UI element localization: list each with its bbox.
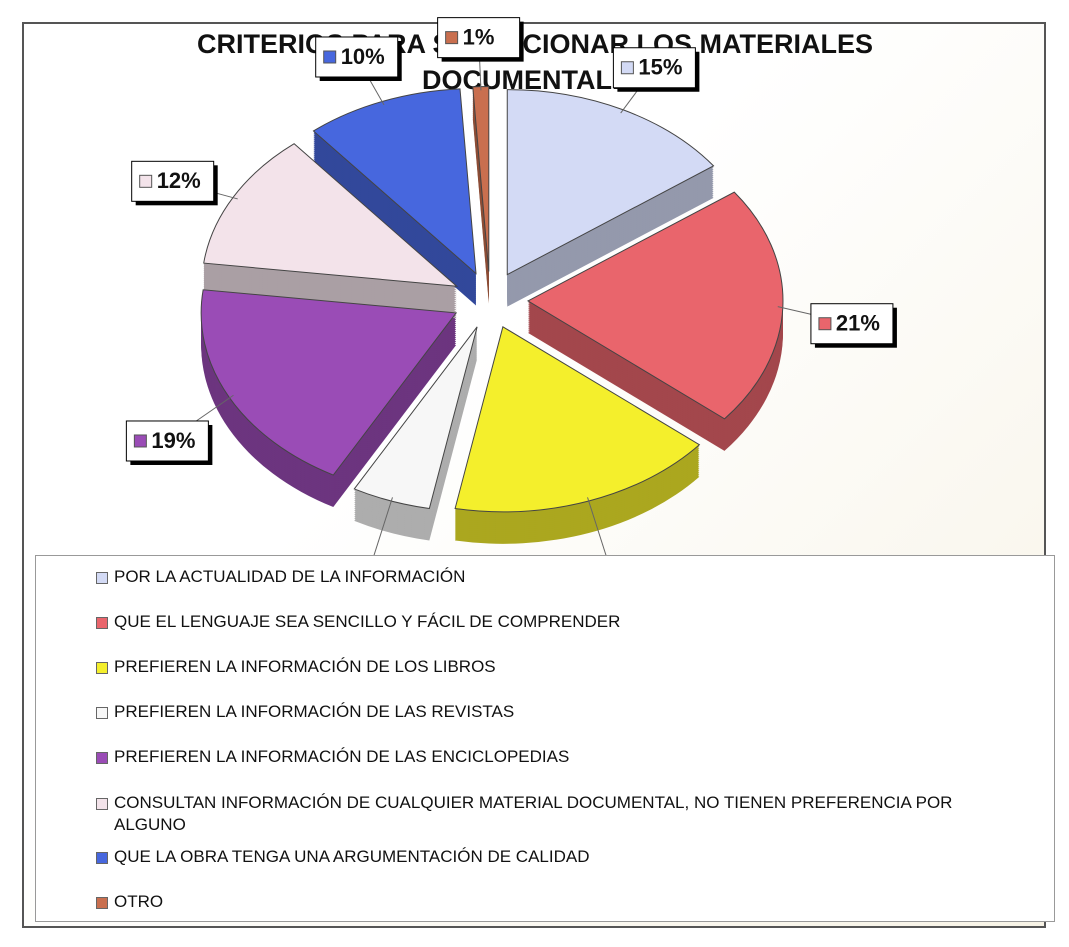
legend-entry: QUE EL LENGUAJE SEA SENCILLO Y FÁCIL DE … [96, 611, 984, 633]
legend-label: POR LA ACTUALIDAD DE LA INFORMACIÓN [114, 567, 466, 586]
legend-entry: PREFIEREN LA INFORMACIÓN DE LOS LIBROS [96, 656, 984, 678]
slice [454, 326, 701, 513]
legend-label: PREFIEREN LA INFORMACIÓN DE LAS REVISTAS [114, 702, 515, 721]
slice [526, 191, 784, 420]
legend-entry: CONSULTAN INFORMACIÓN DE CUALQUIER MATER… [96, 792, 984, 836]
legend-swatch [96, 852, 108, 864]
slice [353, 326, 478, 510]
legend-label: CONSULTAN INFORMACIÓN DE CUALQUIER MATER… [114, 793, 953, 834]
legend-swatch [96, 897, 108, 909]
chart-title: CRITERIOS PARA SELECCIONAR LOS MATERIALE… [196, 29, 874, 95]
legend-swatch [96, 707, 108, 719]
legend-label: OTRO [114, 892, 164, 911]
legend-swatch [96, 572, 108, 584]
legend-label: PREFIEREN LA INFORMACIÓN DE LOS LIBROS [114, 657, 496, 676]
slice [203, 143, 459, 287]
pie [200, 86, 784, 544]
slice [200, 289, 458, 476]
legend-label: PREFIEREN LA INFORMACIÓN DE LAS ENCICLOP… [114, 747, 570, 766]
label-box [612, 47, 696, 89]
data-label: 10% [341, 44, 385, 69]
legend-swatch [96, 798, 108, 810]
slice [472, 86, 490, 272]
label-swatch [133, 434, 147, 448]
label-swatch [620, 61, 634, 75]
data-label: 12% [157, 168, 201, 193]
legend-swatch [96, 617, 108, 629]
legend: POR LA ACTUALIDAD DE LA INFORMACIÓN QUE E… [35, 555, 1055, 922]
data-label: 1% [463, 24, 495, 49]
label-swatch [445, 31, 459, 45]
data-label: 15% [638, 55, 682, 80]
data-label: 21% [836, 311, 880, 336]
legend-swatch [96, 662, 108, 674]
legend-entry: PREFIEREN LA INFORMACIÓN DE LAS ENCICLOP… [96, 746, 984, 768]
legend-entry: QUE LA OBRA TENGA UNA ARGUMENTACIÓN DE C… [96, 846, 984, 868]
legend-entry: PREFIEREN LA INFORMACIÓN DE LAS REVISTAS [96, 701, 984, 723]
data-label: 19% [151, 428, 195, 453]
legend-entry: POR LA ACTUALIDAD DE LA INFORMACIÓN [96, 566, 984, 588]
label-swatch [139, 174, 153, 188]
legend-label: QUE EL LENGUAJE SEA SENCILLO Y FÁCIL DE … [114, 612, 621, 631]
label-swatch [323, 50, 337, 64]
legend-label: QUE LA OBRA TENGA UNA ARGUMENTACIÓN DE C… [114, 847, 590, 866]
legend-swatch [96, 752, 108, 764]
legend-entry: OTRO [96, 891, 984, 913]
label-swatch [818, 317, 832, 331]
